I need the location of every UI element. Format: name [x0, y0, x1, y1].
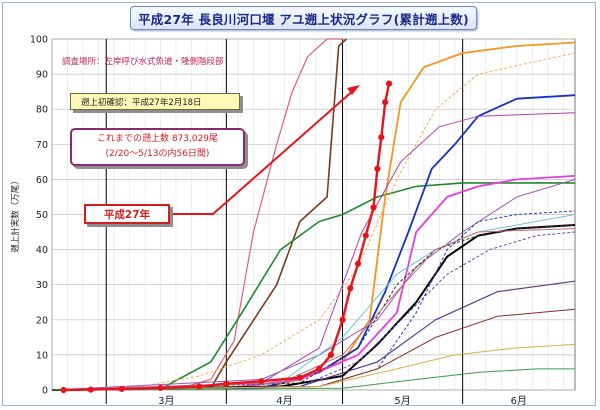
current-year-data-point: [382, 99, 389, 106]
current-year-data-point: [258, 378, 265, 385]
current-year-data-point: [339, 316, 346, 323]
past-year-series-line: [51, 38, 343, 391]
current-year-data-point: [378, 134, 385, 141]
month-label: 6月: [511, 395, 527, 407]
past-year-series-line: [51, 112, 576, 391]
first-confirmation-text: 遡上初確認：平成27年2月18日: [81, 97, 202, 108]
current-year-data-point: [354, 260, 362, 267]
y-tick-label: 20: [36, 315, 48, 326]
y-tick-label: 80: [36, 105, 48, 116]
y-tick-label: 10: [36, 350, 48, 361]
past-year-series-line: [51, 41, 576, 391]
current-year-data-point: [157, 384, 164, 391]
past-year-series-line: [51, 343, 576, 391]
past-year-series-line: [51, 182, 575, 391]
survey-location-note: 調査場所：左岸呼び水式魚道・隆側階段部: [62, 57, 224, 67]
current-year-data-point: [296, 374, 304, 381]
current-year-data-point: [327, 351, 335, 358]
month-label: 5月: [394, 395, 410, 407]
current-year-data-point: [223, 380, 230, 387]
y-tick-label: 50: [36, 210, 48, 221]
current-year-data-point: [60, 386, 67, 394]
past-year-series-line: [51, 178, 576, 391]
current-year-data-point: [362, 232, 369, 239]
current-year-data-point: [347, 285, 354, 292]
y-tick-label: 100: [30, 35, 48, 46]
y-tick-label: 30: [36, 280, 48, 291]
current-year-data-point: [196, 383, 203, 390]
current-year-callout-arrow: [170, 88, 356, 215]
past-year-series-line: [51, 231, 576, 391]
y-tick-label: 40: [36, 245, 48, 256]
past-year-series-line: [51, 214, 576, 391]
first-confirmation-box: 遡上初確認：平成27年2月18日: [70, 93, 240, 110]
current-year-data-point: [370, 204, 377, 211]
past-year-series-line: [51, 52, 576, 391]
past-year-series-line: [51, 224, 576, 391]
y-tick-label: 70: [36, 140, 48, 151]
current-year-callout-arrowhead: [347, 85, 360, 95]
past-year-series-line: [51, 228, 576, 391]
total-count-line-2: (2/20～5/13の内56日間): [105, 149, 210, 159]
chart-title: 平成27年 長良川河口堰 アユ遡上状況グラフ(累計遡上数): [130, 6, 477, 30]
past-year-series-line: [51, 38, 347, 391]
month-label: 4月: [276, 395, 292, 407]
current-year-data-point: [118, 385, 125, 393]
y-tick-label: 90: [36, 70, 48, 81]
y-tick-label: 0: [42, 386, 48, 397]
current-year-data-point: [385, 80, 393, 87]
total-count-box: これまでの遡上数 873,029尾 (2/20～5/13の内56日間): [70, 128, 245, 166]
current-year-label: 平成27年: [103, 208, 151, 221]
current-year-data-point: [374, 165, 381, 172]
current-year-data-point: [87, 386, 94, 393]
past-year-series-line: [51, 368, 575, 391]
month-label: 3月: [158, 395, 174, 407]
y-axis-label: 遡上計実数（万尾）: [10, 176, 21, 253]
total-count-line-1: これまでの遡上数 873,029尾: [96, 134, 219, 144]
current-year-label-box: 平成27年: [84, 204, 170, 224]
y-tick-label: 60: [36, 175, 48, 186]
current-year-data-point: [316, 365, 323, 373]
